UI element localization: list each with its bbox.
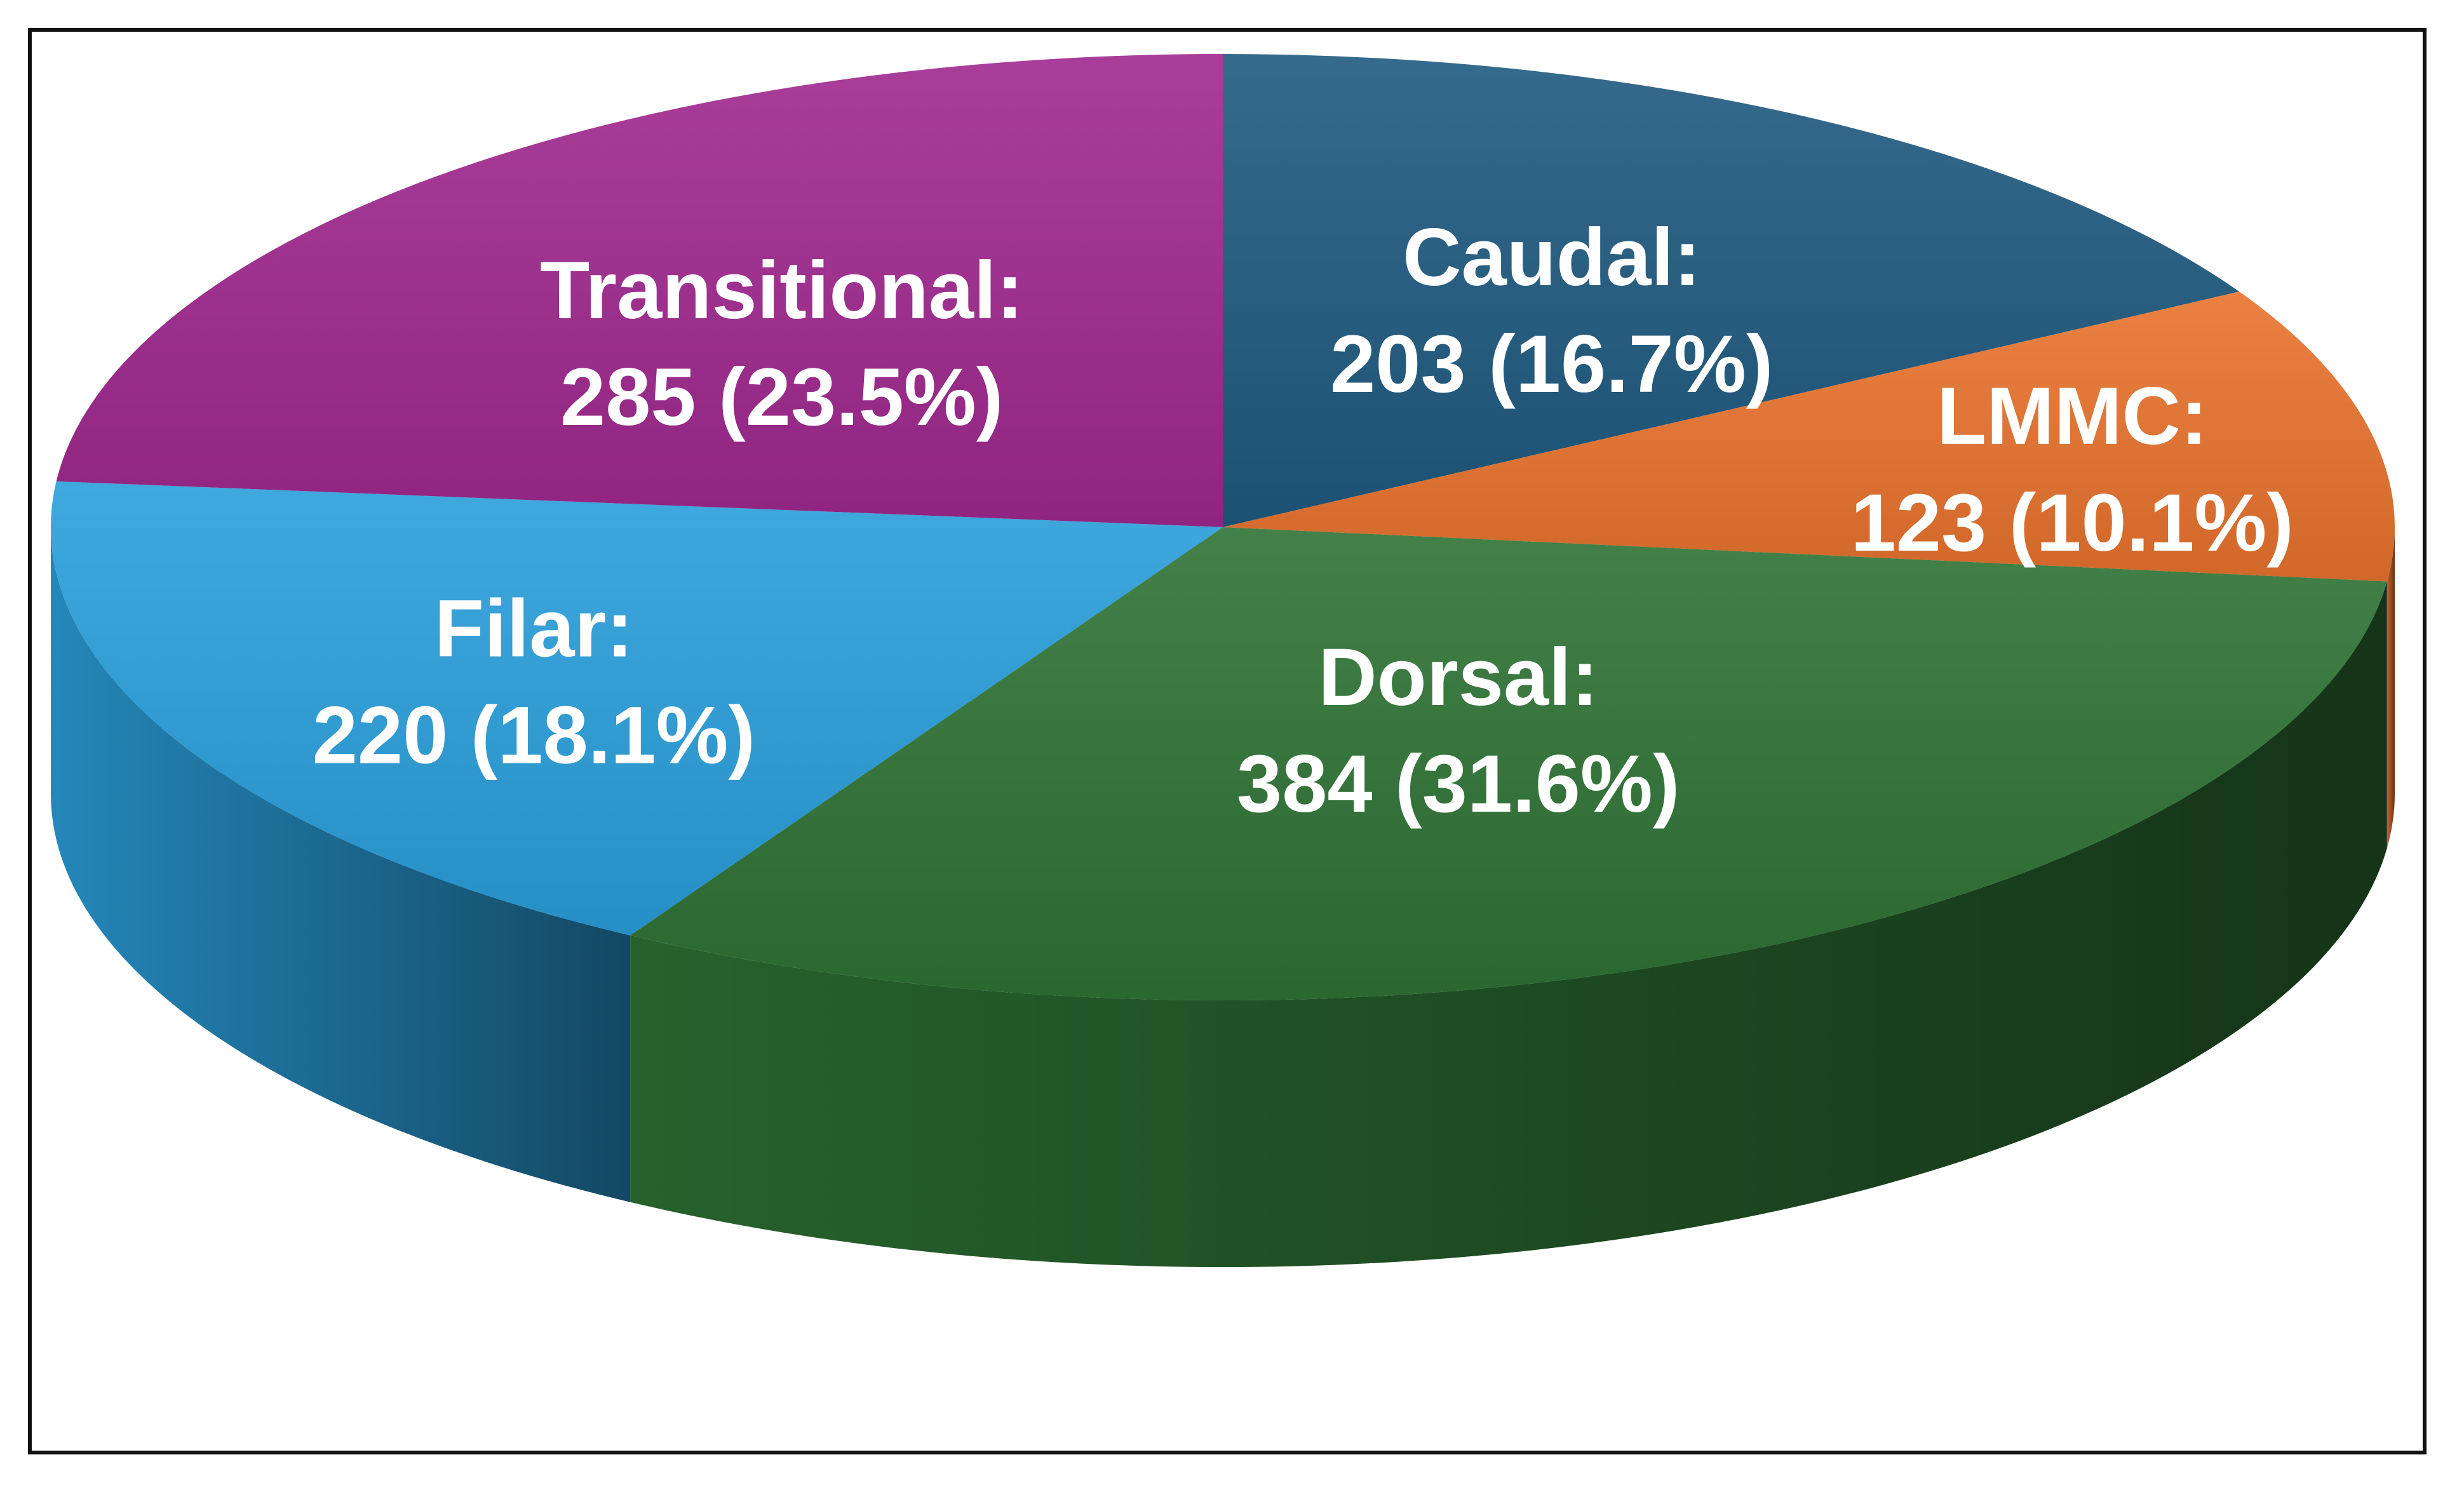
- slice-label-transitional: Transitional:: [540, 245, 1023, 336]
- slice-label-lmmc: LMMC:: [1937, 371, 2208, 462]
- slice-label-dorsal: Dorsal:: [1318, 632, 1598, 723]
- slice-value-transitional: 285 (23.5%): [560, 352, 1003, 443]
- slice-value-lmmc: 123 (10.1%): [1851, 478, 2294, 568]
- slice-value-dorsal: 384 (31.6%): [1237, 739, 1680, 829]
- slice-label-caudal: Caudal:: [1403, 212, 1700, 303]
- slice-value-caudal: 203 (16.7%): [1330, 319, 1773, 410]
- pie-side-dorsal: [630, 581, 2387, 1267]
- pie-labels: Caudal: 203 (16.7%) LMMC: 123 (10.1%) Dorsal…: [313, 212, 2294, 829]
- slice-label-filar: Filar:: [434, 584, 633, 675]
- pie-side-lmmc: [2387, 527, 2395, 849]
- slice-value-filar: 220 (18.1%): [313, 690, 755, 781]
